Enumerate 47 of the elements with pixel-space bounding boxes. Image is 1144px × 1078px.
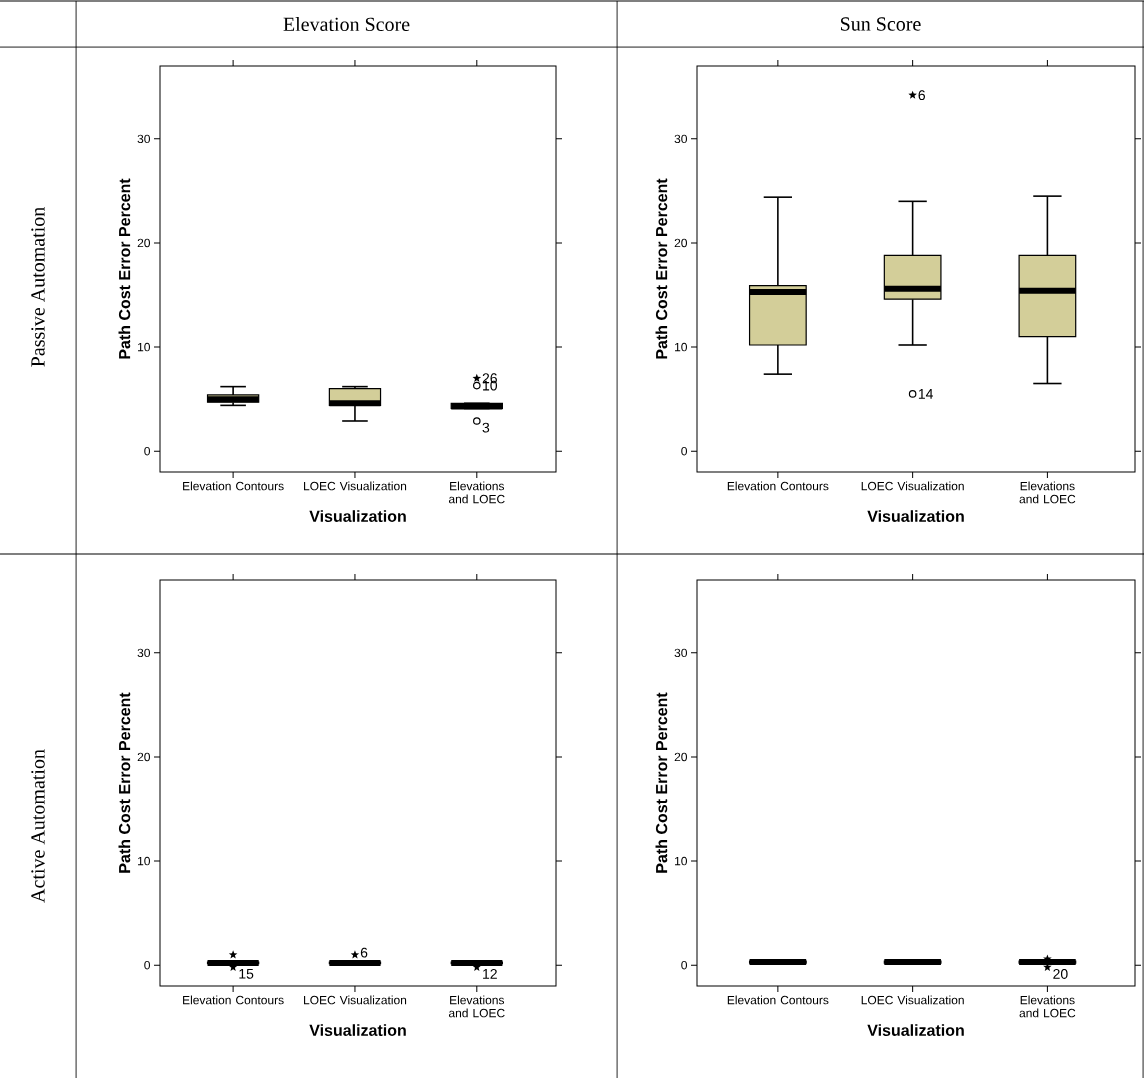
annotation: 12: [483, 968, 497, 979]
x-axis-title: Visualization: [867, 1024, 964, 1036]
x-tick-label: Elevations and LOEC: [1019, 995, 1076, 1018]
x-tick-label: Elevations and LOEC: [448, 481, 505, 504]
y-tick-label: 20: [674, 238, 687, 248]
x-tick-label: LOEC Visualization: [861, 995, 964, 1005]
y-tick-label: 0: [681, 960, 688, 970]
y-tick-label: 0: [681, 446, 688, 456]
x-tick-label: Elevation Contours: [183, 481, 284, 491]
annotation: 3: [482, 422, 490, 433]
annotation: 15: [239, 968, 254, 979]
y-axis-title: Path Cost Error Percent: [655, 178, 668, 359]
x-tick-label: Elevations and LOEC: [1019, 481, 1076, 504]
y-tick-label: 30: [137, 648, 150, 658]
y-axis-title: Path Cost Error Percent: [655, 692, 668, 873]
x-tick-label: LOEC Visualization: [304, 995, 407, 1005]
y-tick-label: 10: [675, 342, 687, 352]
y-axis-title: Path Cost Error Percent: [118, 178, 131, 359]
y-tick-label: 10: [138, 342, 150, 352]
annotation: 6: [360, 947, 368, 958]
y-tick-label: 30: [137, 134, 150, 144]
x-axis-title: Visualization: [309, 510, 406, 522]
annotation: 6: [918, 90, 925, 101]
chart-title: Elevation Score: [283, 16, 410, 32]
chart-title: Sun Score: [840, 17, 921, 31]
y-axis-title: Path Cost Error Percent: [118, 692, 131, 873]
x-axis-title: Visualization: [867, 510, 964, 522]
y-tick-label: 30: [674, 134, 687, 144]
text: Passive Automation: [31, 207, 45, 367]
x-tick-label: Elevations and LOEC: [448, 995, 505, 1018]
y-tick-label: 0: [144, 446, 151, 456]
annotation: 14: [918, 389, 933, 399]
x-tick-label: LOEC Visualization: [304, 481, 407, 491]
x-tick-label: LOEC Visualization: [861, 481, 964, 491]
annotation: 20: [1053, 968, 1068, 979]
y-tick-label: 20: [674, 752, 687, 762]
x-tick-label: Elevation Contours: [183, 995, 284, 1005]
y-tick-label: 30: [674, 648, 687, 658]
text: Active Automation: [31, 749, 45, 903]
y-tick-label: 20: [137, 238, 150, 248]
x-axis-title: Visualization: [309, 1024, 406, 1036]
y-tick-label: 20: [137, 752, 150, 762]
y-tick-label: 10: [675, 856, 687, 866]
x-tick-label: Elevation Contours: [727, 481, 829, 491]
y-tick-label: 0: [144, 960, 151, 970]
x-tick-label: Elevation Contours: [727, 995, 829, 1005]
y-tick-label: 10: [138, 856, 150, 866]
